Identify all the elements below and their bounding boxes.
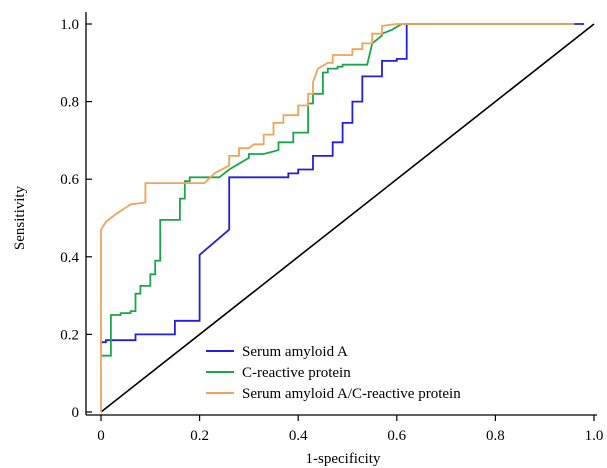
x-tick-label: 0.6: [387, 428, 406, 444]
y-tick-label: 0: [72, 405, 80, 421]
legend-label: Serum amyloid A/C-reactive protein: [242, 386, 461, 402]
y-axis-label: Sensitivity: [12, 185, 28, 250]
x-tick-label: 0.8: [486, 428, 505, 444]
legend-label: Serum amyloid A: [242, 344, 348, 360]
legend: Serum amyloid A C-reactive protein Serum a…: [206, 344, 461, 402]
x-tick-label: 0.2: [190, 428, 209, 444]
reference-diagonal-line: [100, 23, 595, 413]
plot-area: [100, 23, 595, 413]
x-tick-label: 1.0: [585, 428, 604, 444]
x-tick-label: 0.4: [289, 428, 308, 444]
x-axis-label: 1-specificity: [306, 451, 381, 467]
y-tick-label: 0.6: [60, 172, 79, 188]
y-ticks: 0 0.2 0.4 0.6 0.8 1.0: [60, 17, 92, 421]
y-tick-label: 0.2: [60, 327, 79, 343]
y-tick-label: 1.0: [60, 17, 79, 33]
legend-label: C-reactive protein: [242, 365, 351, 381]
roc-curve-series-1: [100, 23, 585, 345]
y-tick-label: 0.4: [60, 250, 79, 266]
y-tick-label: 0.8: [60, 95, 79, 111]
axes: [85, 12, 597, 416]
roc-curve-series-3: [100, 23, 575, 412]
x-tick-label: 0: [97, 428, 105, 444]
x-ticks: 0 0.2 0.4 0.6 0.8 1.0: [97, 415, 603, 444]
roc-curve-series-2: [101, 23, 575, 357]
